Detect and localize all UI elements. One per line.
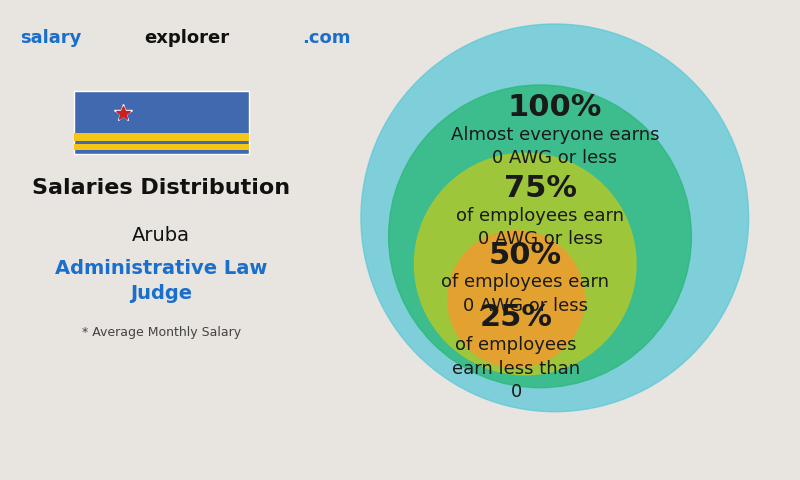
Text: .com: .com: [302, 29, 351, 47]
Bar: [74, 144, 249, 150]
Text: Salaries Distribution: Salaries Distribution: [32, 178, 290, 198]
Text: Administrative Law
Judge: Administrative Law Judge: [55, 259, 267, 303]
Circle shape: [389, 85, 691, 388]
Text: of employees earn
0 AWG or less: of employees earn 0 AWG or less: [442, 273, 610, 315]
Text: * Average Monthly Salary: * Average Monthly Salary: [82, 326, 241, 339]
Text: Almost everyone earns
0 AWG or less: Almost everyone earns 0 AWG or less: [450, 126, 659, 167]
Circle shape: [414, 153, 636, 375]
Bar: [74, 133, 249, 141]
Text: of employees earn
0 AWG or less: of employees earn 0 AWG or less: [456, 207, 624, 248]
Text: Aruba: Aruba: [132, 226, 190, 245]
Text: 50%: 50%: [489, 240, 562, 270]
Circle shape: [448, 231, 584, 367]
Text: 75%: 75%: [503, 174, 577, 203]
Circle shape: [361, 24, 749, 412]
Text: 100%: 100%: [507, 93, 602, 122]
Text: salary: salary: [20, 29, 82, 47]
Text: explorer: explorer: [145, 29, 230, 47]
Bar: [74, 91, 249, 154]
Text: 25%: 25%: [479, 303, 553, 332]
Text: of employees
earn less than
0: of employees earn less than 0: [452, 336, 580, 401]
